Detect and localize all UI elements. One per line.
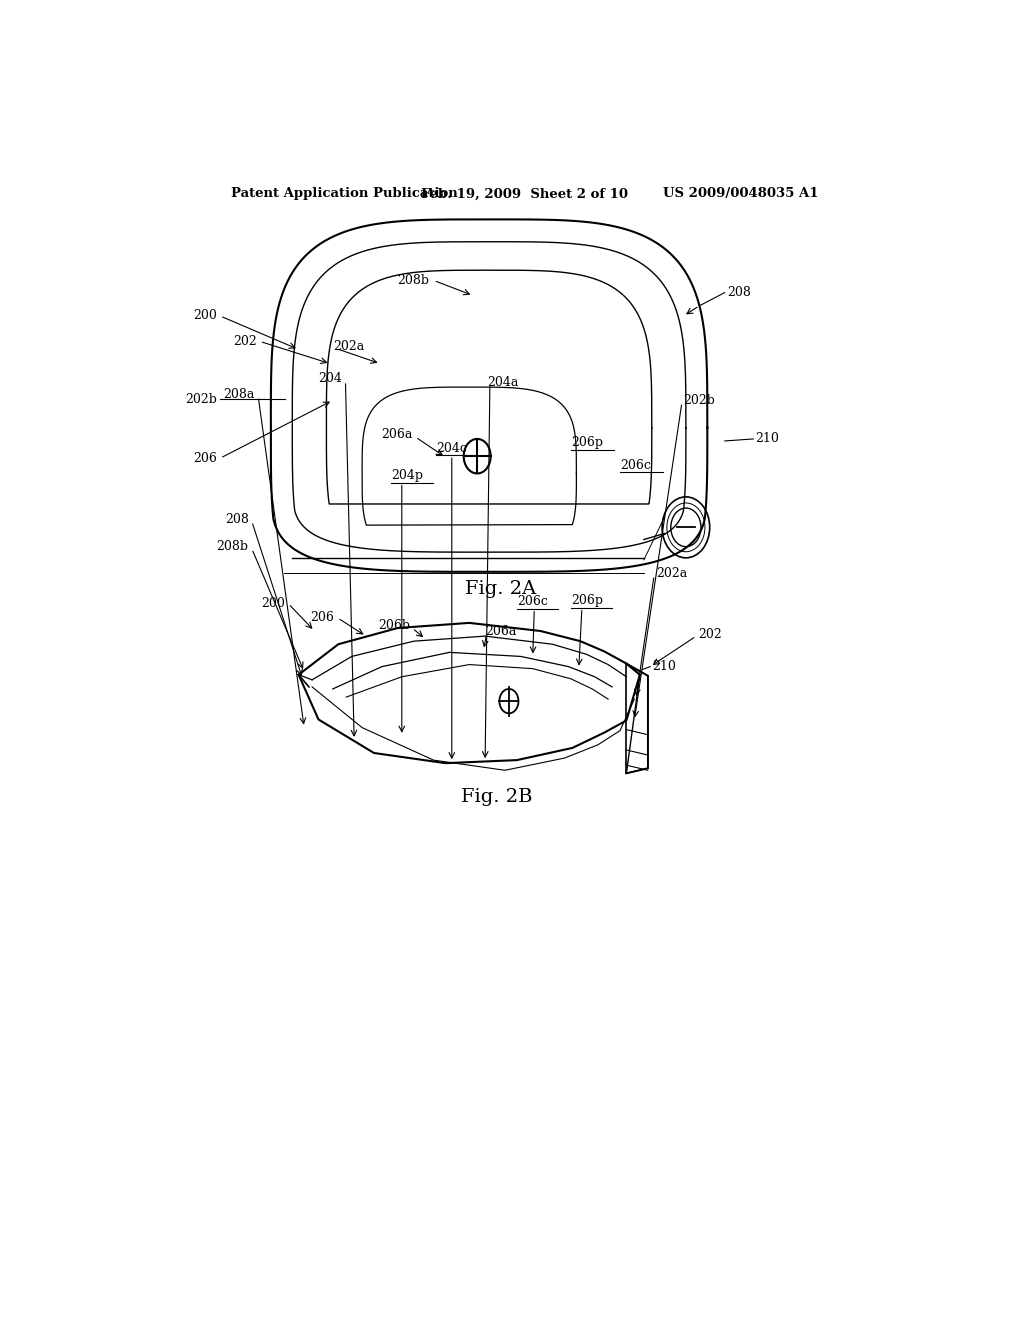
Text: 206: 206 <box>310 611 334 624</box>
Text: 200: 200 <box>193 309 217 322</box>
Text: 206c: 206c <box>620 459 651 471</box>
Text: 204: 204 <box>318 372 342 385</box>
Text: 200: 200 <box>261 597 285 610</box>
Text: 210: 210 <box>755 433 779 445</box>
Text: 208b: 208b <box>217 540 249 553</box>
Text: 208a: 208a <box>223 388 255 401</box>
Text: 208: 208 <box>727 286 751 300</box>
Text: Feb. 19, 2009  Sheet 2 of 10: Feb. 19, 2009 Sheet 2 of 10 <box>421 187 629 201</box>
Text: 204p: 204p <box>391 469 424 482</box>
Text: 202: 202 <box>697 627 722 640</box>
Text: 206p: 206p <box>570 594 603 607</box>
Text: 202b: 202b <box>684 393 716 407</box>
Text: 202a: 202a <box>333 341 364 352</box>
Text: 202: 202 <box>232 335 257 348</box>
Text: 206c: 206c <box>517 595 548 609</box>
Text: 210: 210 <box>652 660 676 673</box>
Text: 202b: 202b <box>185 393 217 405</box>
Text: 206p: 206p <box>570 437 603 450</box>
Text: Fig. 2A: Fig. 2A <box>465 581 537 598</box>
Text: Fig. 2B: Fig. 2B <box>461 788 532 805</box>
Text: 204a: 204a <box>486 375 518 388</box>
Text: 204c: 204c <box>436 442 467 454</box>
Text: 208: 208 <box>224 512 249 525</box>
Text: Patent Application Publication: Patent Application Publication <box>231 187 458 201</box>
Text: 206a: 206a <box>381 429 412 441</box>
Text: US 2009/0048035 A1: US 2009/0048035 A1 <box>663 187 818 201</box>
Text: 206: 206 <box>193 451 217 465</box>
Text: 206a: 206a <box>485 624 516 638</box>
Text: 208b: 208b <box>397 273 430 286</box>
Text: 206b: 206b <box>378 619 410 632</box>
Text: 202a: 202a <box>655 566 687 579</box>
